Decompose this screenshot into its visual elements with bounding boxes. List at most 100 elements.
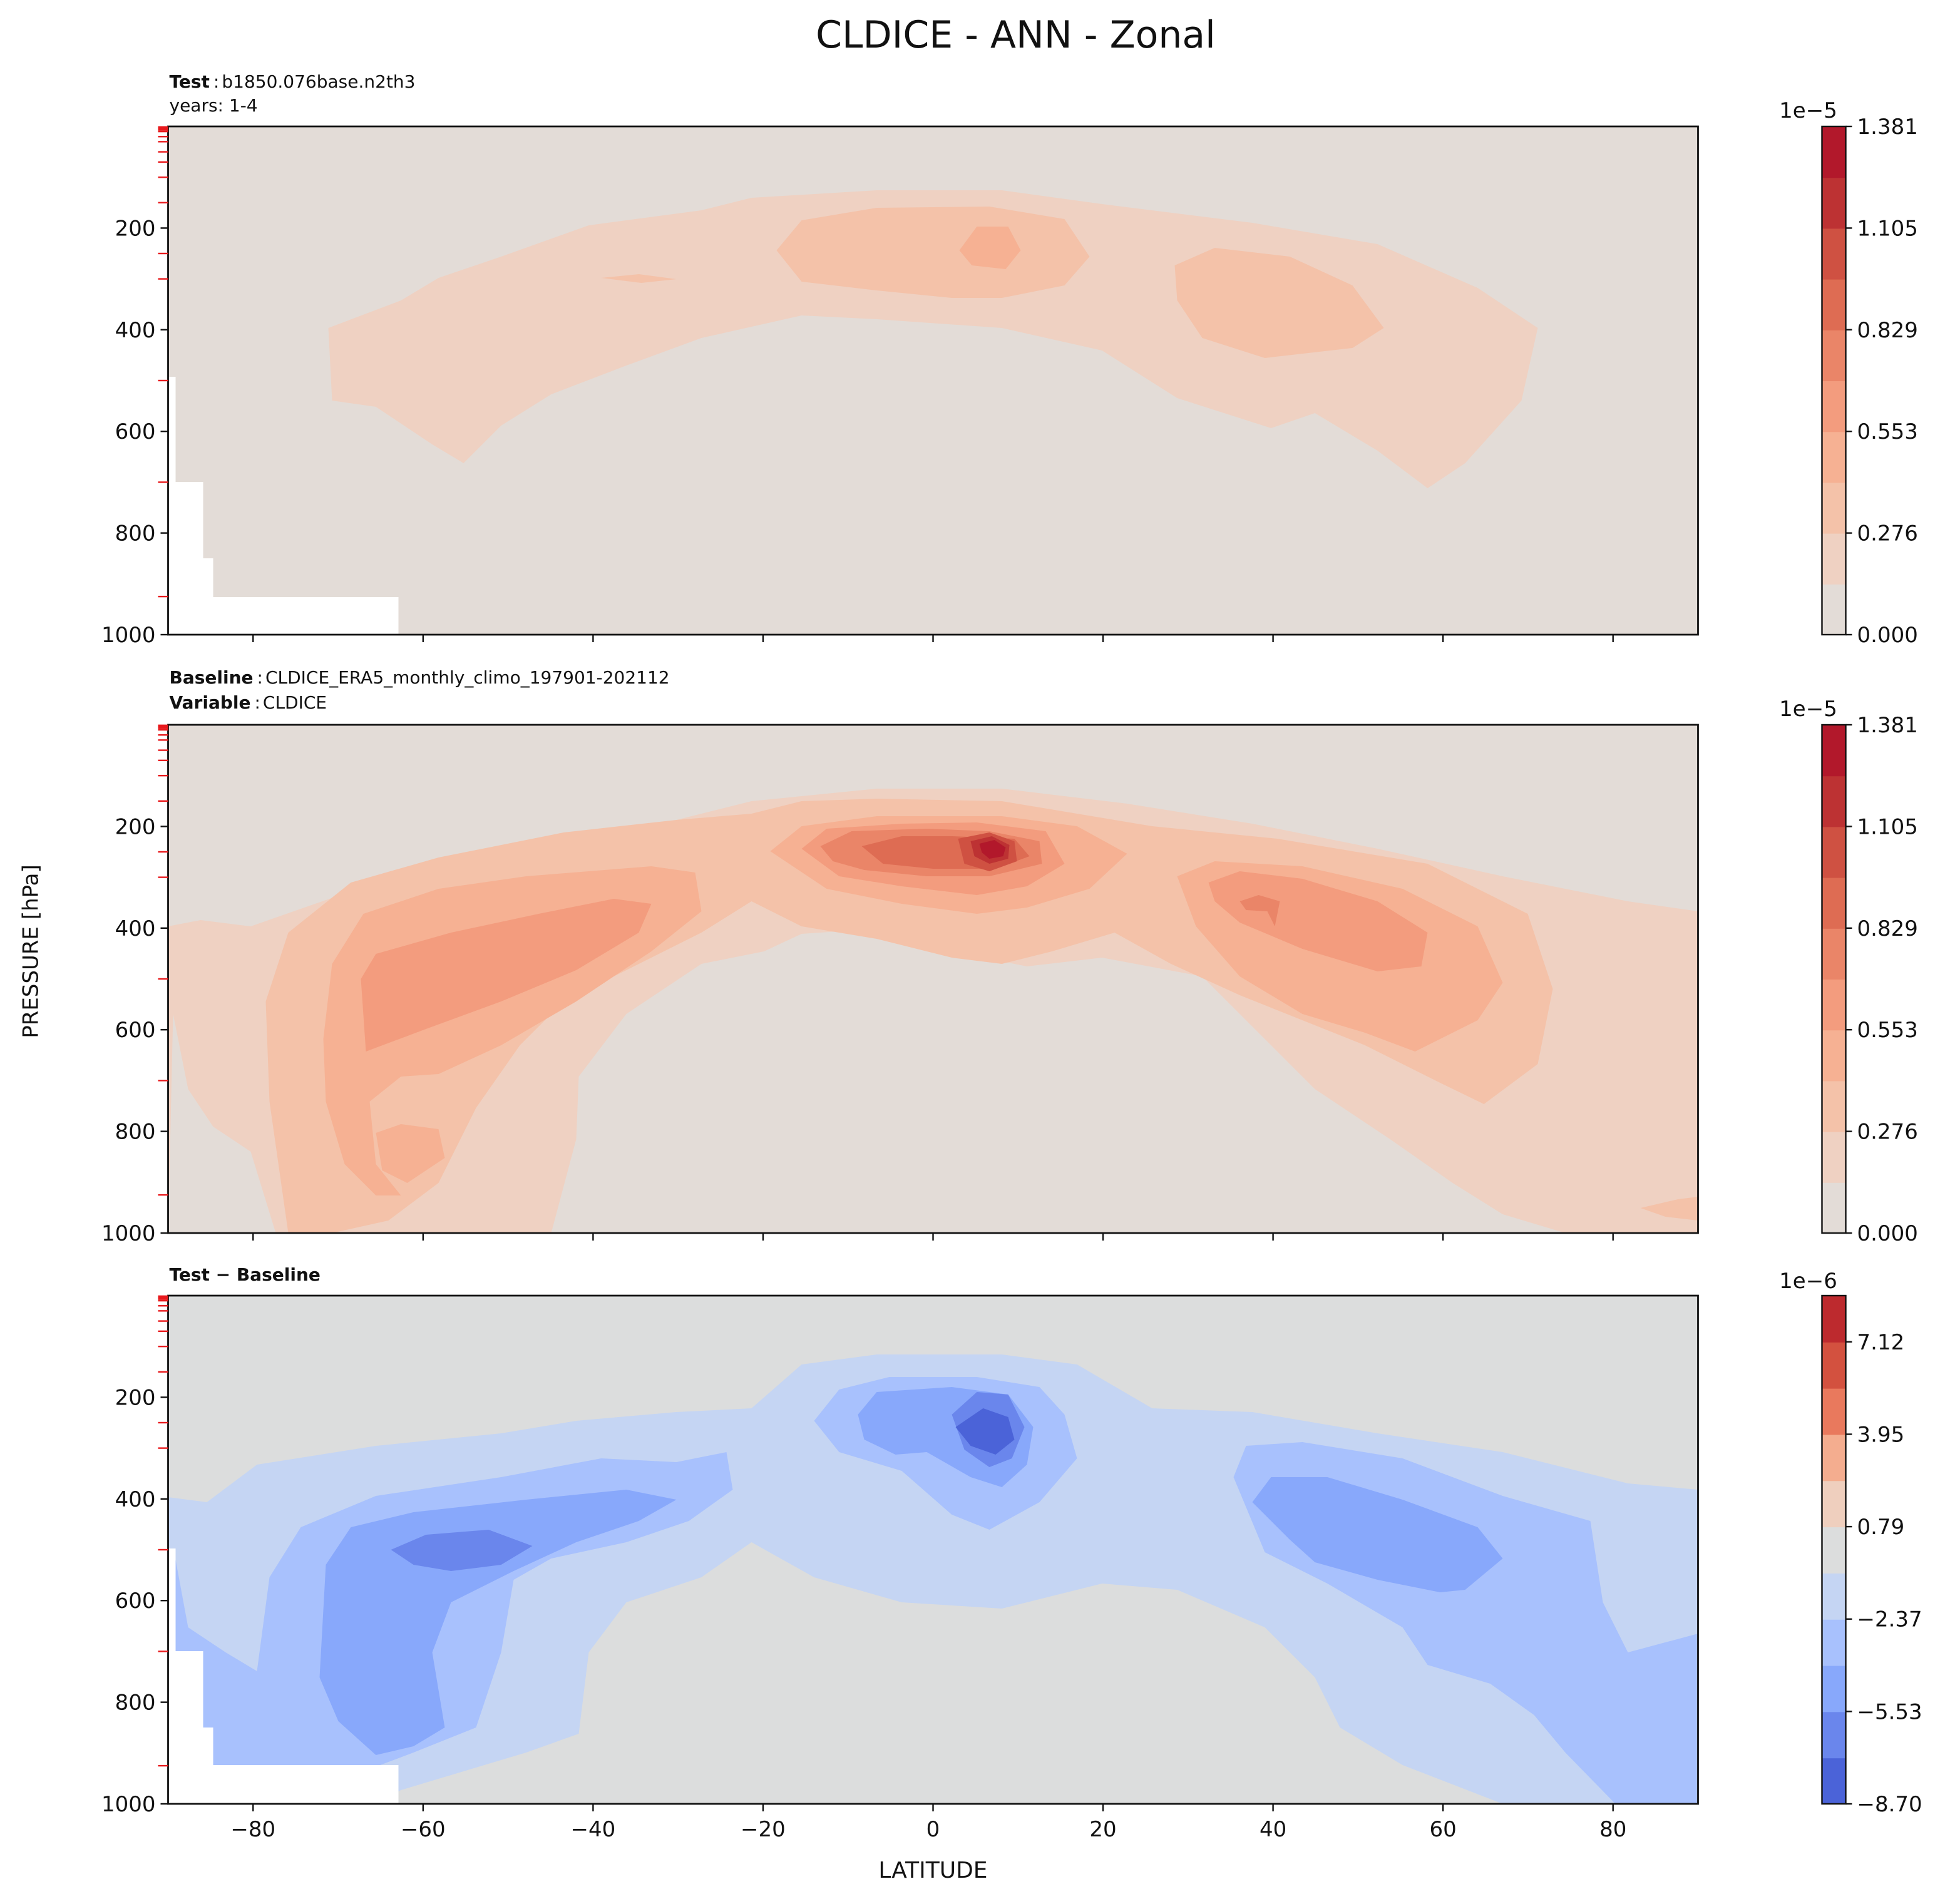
contour-level-2-sh: [601, 274, 677, 283]
x-tick-label: 60: [1430, 1817, 1457, 1842]
colorbar-segment: [1822, 826, 1846, 878]
colorbar-tick-label: −2.37: [1857, 1607, 1922, 1632]
info-value: CLDICE: [263, 692, 327, 713]
info-sep: :: [257, 667, 263, 688]
x-tick-label: −60: [401, 1817, 446, 1842]
panel-test: Test: b1850.076base.n2th3 years: 1-4 200 4…: [101, 71, 1918, 648]
colorbar-segment: [1822, 279, 1846, 330]
colorbar-segment: [1822, 583, 1846, 635]
contour-level-4: [361, 899, 652, 1052]
colorbar-segment: [1822, 1434, 1846, 1482]
colorbar-tick-label: 0.829: [1857, 318, 1918, 343]
y-tick-label: 800: [115, 521, 156, 546]
colorbar-segment: [1822, 177, 1846, 229]
contour-level-neg4: [391, 1530, 533, 1571]
x-axis-ticks: [252, 1233, 1614, 1241]
contour-level-neg2: [168, 1452, 733, 1804]
contour-level-2: [776, 207, 1090, 298]
colorbar-tick-label: 0.553: [1857, 419, 1918, 444]
colorbar-segment: [1822, 1388, 1846, 1435]
info-key: Baseline: [170, 667, 254, 688]
y-tick-label: 200: [115, 814, 156, 839]
panel-test-info-line2: years: 1-4: [170, 95, 258, 116]
colorbar-segment: [1822, 928, 1846, 980]
colorbar-segment: [1822, 1080, 1846, 1132]
info-key: Variable: [170, 692, 251, 713]
colorbar-difference: −8.70 −5.53 −2.37 0.79 3.95 7.12: [1821, 1294, 1922, 1817]
contour-plot-baseline: [168, 725, 1698, 1233]
y-axis-label: PRESSURE [hPa]: [19, 864, 44, 1038]
colorbar-segment: [1822, 1711, 1846, 1759]
y-axis: 200 400 600 800 1000: [101, 126, 168, 648]
colorbar-tick-label: 1.381: [1857, 713, 1918, 738]
contour-level-5-nh: [1239, 895, 1280, 926]
colorbar-segment: [1822, 979, 1846, 1031]
x-axis-ticks: [252, 635, 1614, 642]
colorbar-exponent: 1e−5: [1779, 697, 1837, 722]
colorbar-segment: [1822, 1030, 1846, 1082]
contour-level-neg5: [955, 1408, 1015, 1455]
contour-level-neg3-nh: [1252, 1477, 1503, 1592]
colorbar-exponent: 1e−6: [1779, 1269, 1837, 1294]
colorbar-segment: [1822, 1341, 1846, 1389]
colorbar-tick-label: 0.553: [1857, 1018, 1918, 1043]
info-value: CLDICE_ERA5_monthly_climo_197901-202112: [265, 667, 670, 688]
colorbar-tick-label: 0.276: [1857, 521, 1918, 546]
colorbar-segment: [1822, 533, 1846, 585]
y-tick-label: 800: [115, 1691, 156, 1716]
x-axis-ticks: −80 −60 −40 −20 0 20 40 60 80: [230, 1804, 1626, 1842]
x-tick-label: −20: [741, 1817, 786, 1842]
colorbar-segment: [1822, 1665, 1846, 1712]
colorbar-tick-label: 0.276: [1857, 1120, 1918, 1145]
colorbar-segment: [1822, 381, 1846, 433]
colorbar-frame: [1821, 125, 1847, 636]
y-tick-label: 200: [115, 1385, 156, 1410]
colorbar-segment: [1822, 877, 1846, 929]
colorbar-tick-label: 1.105: [1857, 216, 1918, 241]
x-tick-label: 80: [1599, 1817, 1626, 1842]
colorbar-tick-label: 1.381: [1857, 115, 1918, 140]
colorbar-segment: [1822, 126, 1846, 178]
y-tick-label: 400: [115, 1487, 156, 1512]
info-key: Test: [170, 71, 210, 92]
contour-patch-arctic: [1640, 1197, 1698, 1221]
colorbar-segment: [1822, 482, 1846, 534]
panel-test-info-line1: Test: b1850.076base.n2th3: [170, 71, 416, 92]
colorbar-frame: [1821, 1294, 1847, 1805]
x-tick-label: −40: [571, 1817, 616, 1842]
colorbar-tick-label: 3.95: [1857, 1422, 1905, 1447]
y-tick-label: 600: [115, 1018, 156, 1043]
colorbar-tick-label: 0.000: [1857, 1221, 1918, 1246]
y-tick-label: 1000: [101, 1221, 156, 1246]
panel-baseline-info-line2: Variable: CLDICE: [170, 692, 327, 713]
y-axis: 200 400 600 800 1000: [101, 724, 168, 1246]
y-tick-label: 1000: [101, 623, 156, 648]
colorbar-frame: [1821, 724, 1847, 1234]
x-axis-label: LATITUDE: [878, 1858, 987, 1883]
colorbar-segment: [1822, 329, 1846, 381]
colorbar-test: 0.000 0.276 0.553 0.829 1.105 1.381: [1821, 115, 1918, 648]
colorbar-segment: [1822, 1527, 1846, 1574]
y-tick-label: 600: [115, 419, 156, 444]
y-tick-label: 400: [115, 916, 156, 941]
colorbar-segment: [1822, 775, 1846, 827]
x-tick-label: −80: [230, 1817, 275, 1842]
y-tick-label: 400: [115, 318, 156, 343]
info-sep: :: [213, 71, 219, 92]
contour-level-3-sh-low: [376, 1124, 445, 1183]
contour-patch-polar: [168, 1014, 276, 1233]
colorbar-segment: [1822, 1758, 1846, 1804]
colorbar-tick-label: 1.105: [1857, 814, 1918, 839]
y-tick-label: 200: [115, 216, 156, 241]
colorbar-tick-label: −8.70: [1857, 1792, 1922, 1817]
colorbar-tick-label: 0.829: [1857, 916, 1918, 941]
colorbar-tick-label: −5.53: [1857, 1699, 1922, 1724]
contour-level-3: [959, 227, 1021, 269]
colorbar-segment: [1822, 431, 1846, 483]
colorbar-segment: [1822, 725, 1846, 777]
y-tick-label: 800: [115, 1120, 156, 1145]
colorbar-tick-label: 0.79: [1857, 1515, 1905, 1540]
topography-mask: [168, 377, 399, 635]
